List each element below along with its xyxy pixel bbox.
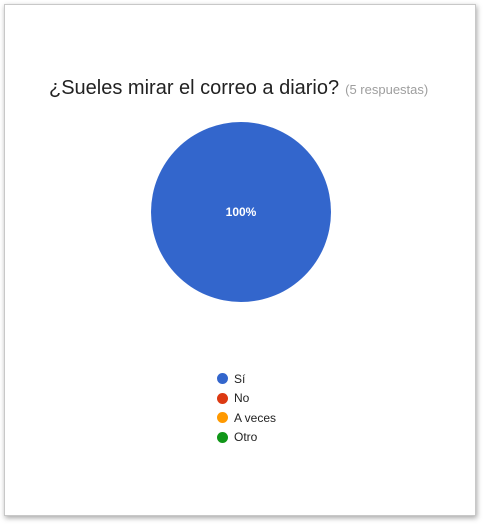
legend-item-2[interactable]: No [217, 389, 276, 409]
legend-label-3: A veces [234, 410, 277, 425]
legend-swatch-4 [217, 431, 228, 443]
legend-item-4[interactable]: Otro [217, 428, 276, 448]
legend-label-4: Otro [234, 430, 258, 445]
question-title: ¿Sueles mirar el correo a diario? [49, 77, 340, 99]
legend-item-1[interactable]: Sí [217, 369, 276, 389]
legend-label-2: No [234, 391, 250, 406]
response-count: (5 respuestas) [345, 82, 429, 97]
pie-chart: 100% [151, 122, 331, 302]
legend-item-3[interactable]: A veces [217, 408, 276, 428]
chart-card: ¿Sueles mirar el correo a diario? (5 resp… [4, 4, 476, 516]
legend-swatch-3 [217, 412, 228, 424]
pie-slice-1[interactable] [151, 122, 331, 302]
chart-header: ¿Sueles mirar el correo a diario? (5 resp… [49, 77, 428, 100]
legend-swatch-1 [217, 373, 228, 385]
chart-legend: Sí No A veces Otro [217, 369, 276, 447]
legend-swatch-2 [217, 392, 228, 404]
slice-label-1: 100% [226, 205, 257, 219]
legend-label-1: Sí [234, 371, 246, 386]
